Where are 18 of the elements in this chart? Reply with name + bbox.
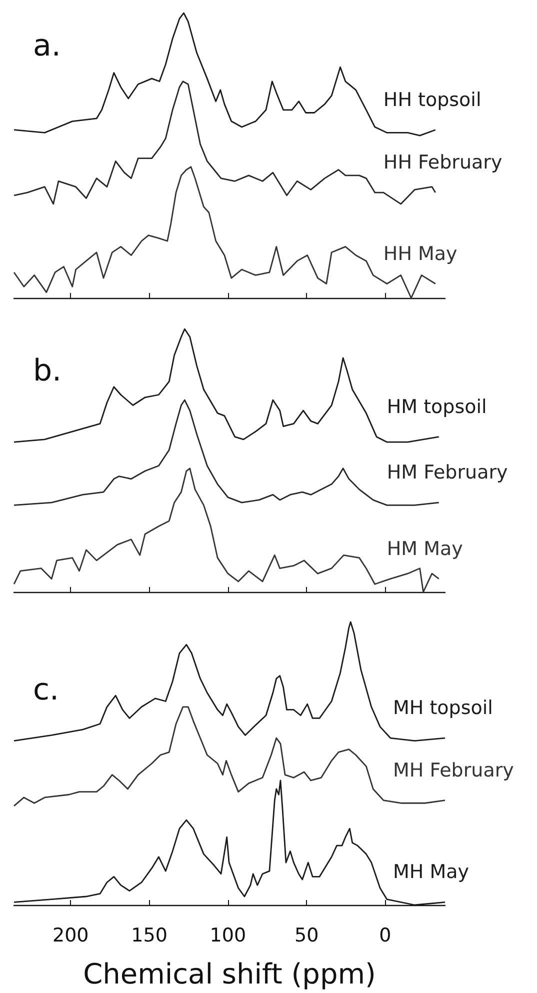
text: b. bbox=[33, 354, 62, 388]
text: c. bbox=[33, 672, 60, 708]
series-label: MH topsoil bbox=[393, 697, 493, 720]
series-label: HM May bbox=[386, 538, 463, 560]
series-label: HM topsoil bbox=[386, 396, 487, 418]
series-label: HH February bbox=[383, 152, 502, 174]
x-tick-label: 150 bbox=[131, 924, 168, 946]
series-label: HM February bbox=[386, 462, 508, 484]
x-tick-label: 0 bbox=[379, 924, 392, 946]
x-axis-title: Chemical shift (ppm) bbox=[83, 958, 376, 990]
series-label: HH topsoil bbox=[383, 88, 482, 111]
text: a. bbox=[33, 28, 61, 64]
x-tick-label: 50 bbox=[294, 924, 319, 946]
series-label: HH May bbox=[383, 242, 458, 265]
series-label: MH February bbox=[393, 759, 514, 782]
series-label: MH May bbox=[393, 861, 469, 884]
x-tick-label: 200 bbox=[52, 924, 89, 946]
x-tick-label: 100 bbox=[210, 924, 246, 946]
